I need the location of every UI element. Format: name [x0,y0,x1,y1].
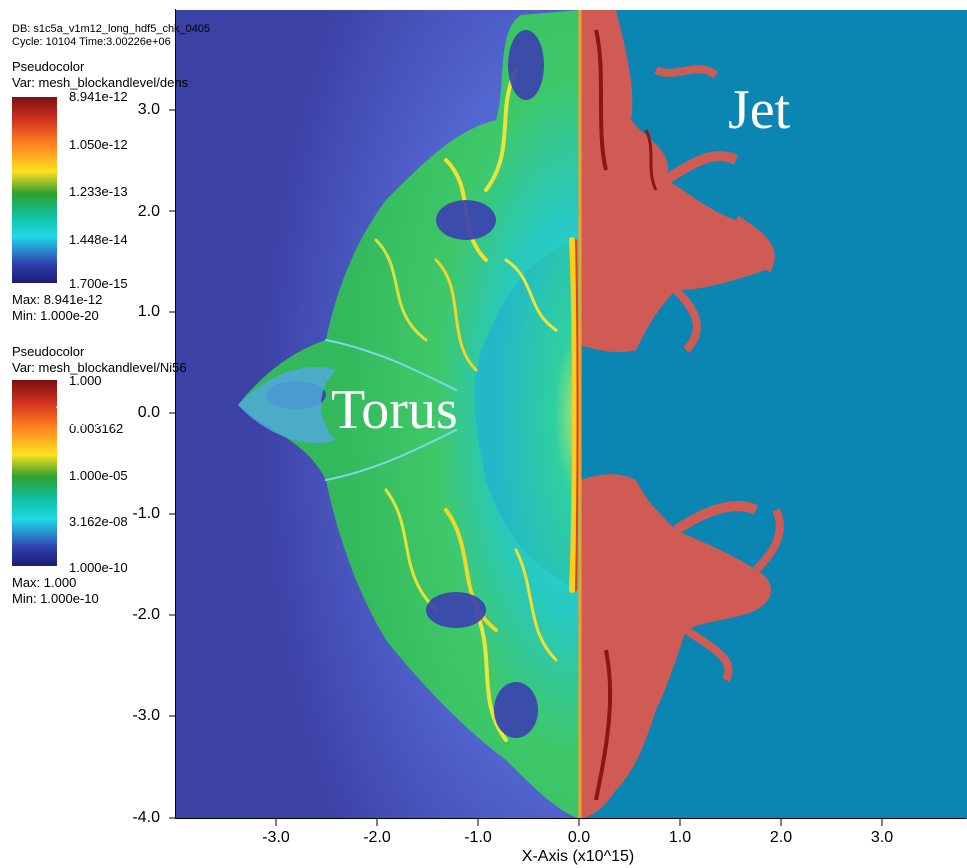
y-tick-label: -4.0 [132,809,160,826]
x-tick-label: 0.0 [567,829,591,846]
legend-dens-tick-1: 1.050e-12 [69,137,128,152]
y-tick-label: 2.0 [137,203,160,220]
y-axis-label-fragment-2: (x10^15) [56,413,118,430]
y-tick-label: 0.0 [137,404,160,421]
x-tick-label: -1.0 [464,829,492,846]
x-tick-label: 2.0 [769,829,793,846]
x-axis-ticks [275,818,883,826]
x-tick-label: 1.0 [668,829,692,846]
legend-ni56-tick-1: 0.003162 [69,421,124,436]
jet-label: Jet [728,79,791,141]
legend-ni56-tick-4: 1.000e-10 [69,560,128,575]
legend-dens-min: Min: 1.000e-20 [12,308,99,323]
plot-frame [175,9,966,819]
legend-dens-tick-3: 1.448e-14 [69,232,128,247]
x-axis-label: X-Axis (x10^15) [521,848,635,865]
y-tick-label: 3.0 [137,101,160,118]
y-tick-label: -2.0 [132,606,160,623]
legend-ni56-tick-3: 3.162e-08 [69,514,128,529]
legend-ni56: Pseudocolor Var: mesh_blockandlevel/Ni56… [12,344,187,611]
legend-ni56-min: Min: 1.000e-10 [12,591,99,606]
legend-dens-tick-0: 8.941e-12 [69,89,128,104]
jet-structures [578,10,784,819]
torus-envelope [238,10,580,819]
jet-lower [580,474,771,819]
db-name: DB: s1c5a_v1m12_long_hdf5_chk_0405 [12,23,211,35]
cycle-time: Cycle: 10104 Time:3.00226e+06 [12,36,171,48]
y-tick-label: -1.0 [132,505,160,522]
legend-ni56-var: Var: mesh_blockandlevel/Ni56 [12,360,187,375]
legend-ni56-max: Max: 1.000 [12,575,77,590]
simulation-image [176,10,967,819]
jet-upper [580,10,769,353]
x-tick-label: -3.0 [262,829,290,846]
legend-dens-tick-4: 1.700e-15 [69,276,128,291]
legend-dens-title: Pseudocolor [12,59,85,74]
plot-area: Torus Jet [176,10,967,819]
legend-ni56-tick-0: 1.000 [69,373,102,388]
y-tick-label: 1.0 [137,303,160,320]
legend-dens-colorbar [12,97,57,283]
legend-dens-var: Var: mesh_blockandlevel/dens [12,75,189,90]
y-axis-ticks [169,109,176,819]
x-tick-label: -2.0 [363,829,391,846]
legend-dens: Pseudocolor Var: mesh_blockandlevel/dens… [12,59,188,326]
legend-ni56-title: Pseudocolor [12,344,85,359]
legend-ni56-tick-2: 1.000e-05 [69,468,128,483]
legend-dens-tick-2: 1.233e-13 [69,184,128,199]
torus-label: Torus [331,379,458,441]
y-axis-label-fragment: Axis [56,395,87,412]
legend-ni56-colorbar [12,380,57,566]
y-tick-label: -3.0 [132,707,160,724]
legend-dens-max: Max: 8.941e-12 [12,292,103,307]
x-tick-label: 3.0 [870,829,894,846]
left-lobe [238,366,336,444]
